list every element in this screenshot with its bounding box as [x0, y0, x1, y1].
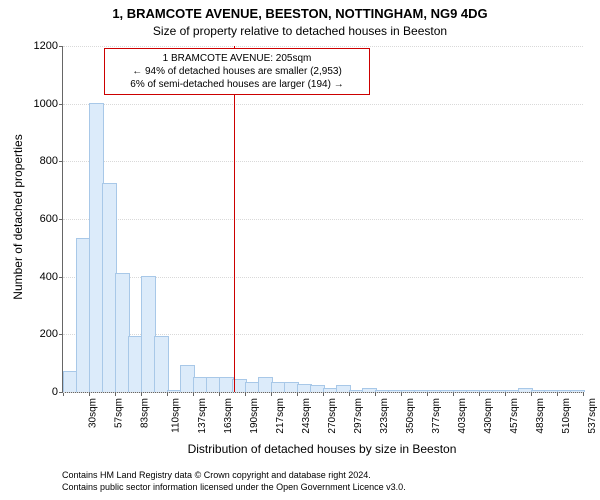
x-tick-label: 377sqm — [431, 398, 442, 434]
y-tick-label: 1000 — [34, 98, 58, 110]
x-tick-label: 243sqm — [301, 398, 312, 434]
y-tick-label: 0 — [52, 386, 58, 398]
chart-title-main: 1, BRAMCOTE AVENUE, BEESTON, NOTTINGHAM,… — [0, 6, 600, 21]
x-tick-label: 110sqm — [170, 398, 181, 433]
annotation-line: ← 94% of detached houses are smaller (2,… — [111, 65, 363, 78]
x-tick-label: 57sqm — [114, 398, 125, 428]
annotation-line: 1 BRAMCOTE AVENUE: 205sqm — [111, 52, 363, 65]
y-tick-label: 600 — [40, 213, 58, 225]
x-tick-label: 270sqm — [327, 398, 338, 434]
y-tick-label: 1200 — [34, 40, 58, 52]
gridline — [63, 46, 583, 47]
annotation-line: 6% of semi-detached houses are larger (1… — [111, 78, 363, 91]
footer-line: Contains public sector information licen… — [62, 482, 406, 494]
y-tick-label: 800 — [40, 155, 58, 167]
x-tick-label: 30sqm — [88, 398, 99, 428]
y-tick-label: 400 — [40, 271, 58, 283]
annotation-box: 1 BRAMCOTE AVENUE: 205sqm← 94% of detach… — [104, 48, 370, 95]
footer-text: Contains HM Land Registry data © Crown c… — [62, 470, 406, 493]
x-tick-label: 297sqm — [353, 398, 364, 434]
x-tick-label: 510sqm — [561, 398, 572, 434]
x-tick — [583, 392, 584, 396]
y-tick-label: 200 — [40, 328, 58, 340]
gridline — [63, 392, 583, 393]
gridline — [63, 161, 583, 162]
x-tick-label: 430sqm — [483, 398, 494, 434]
x-tick-label: 217sqm — [275, 398, 286, 434]
x-axis-label: Distribution of detached houses by size … — [62, 442, 582, 456]
footer-line: Contains HM Land Registry data © Crown c… — [62, 470, 406, 482]
gridline — [63, 219, 583, 220]
chart-title-sub: Size of property relative to detached ho… — [0, 24, 600, 38]
reference-line — [234, 46, 235, 392]
x-tick-label: 163sqm — [223, 398, 234, 434]
x-tick-label: 403sqm — [457, 398, 468, 434]
y-axis-label: Number of detached properties — [11, 127, 25, 307]
histogram-bar — [570, 390, 585, 392]
x-tick-label: 83sqm — [140, 398, 151, 428]
plot-area: 02004006008001000120030sqm57sqm83sqm110s… — [62, 46, 583, 393]
gridline — [63, 104, 583, 105]
x-tick-label: 537sqm — [587, 398, 598, 434]
x-tick-label: 350sqm — [405, 398, 416, 434]
x-tick-label: 483sqm — [535, 398, 546, 434]
histogram-bar — [154, 336, 169, 392]
x-tick-label: 190sqm — [249, 398, 260, 434]
x-tick-label: 137sqm — [197, 398, 208, 434]
x-tick-label: 323sqm — [379, 398, 390, 434]
x-tick-label: 457sqm — [509, 398, 520, 434]
